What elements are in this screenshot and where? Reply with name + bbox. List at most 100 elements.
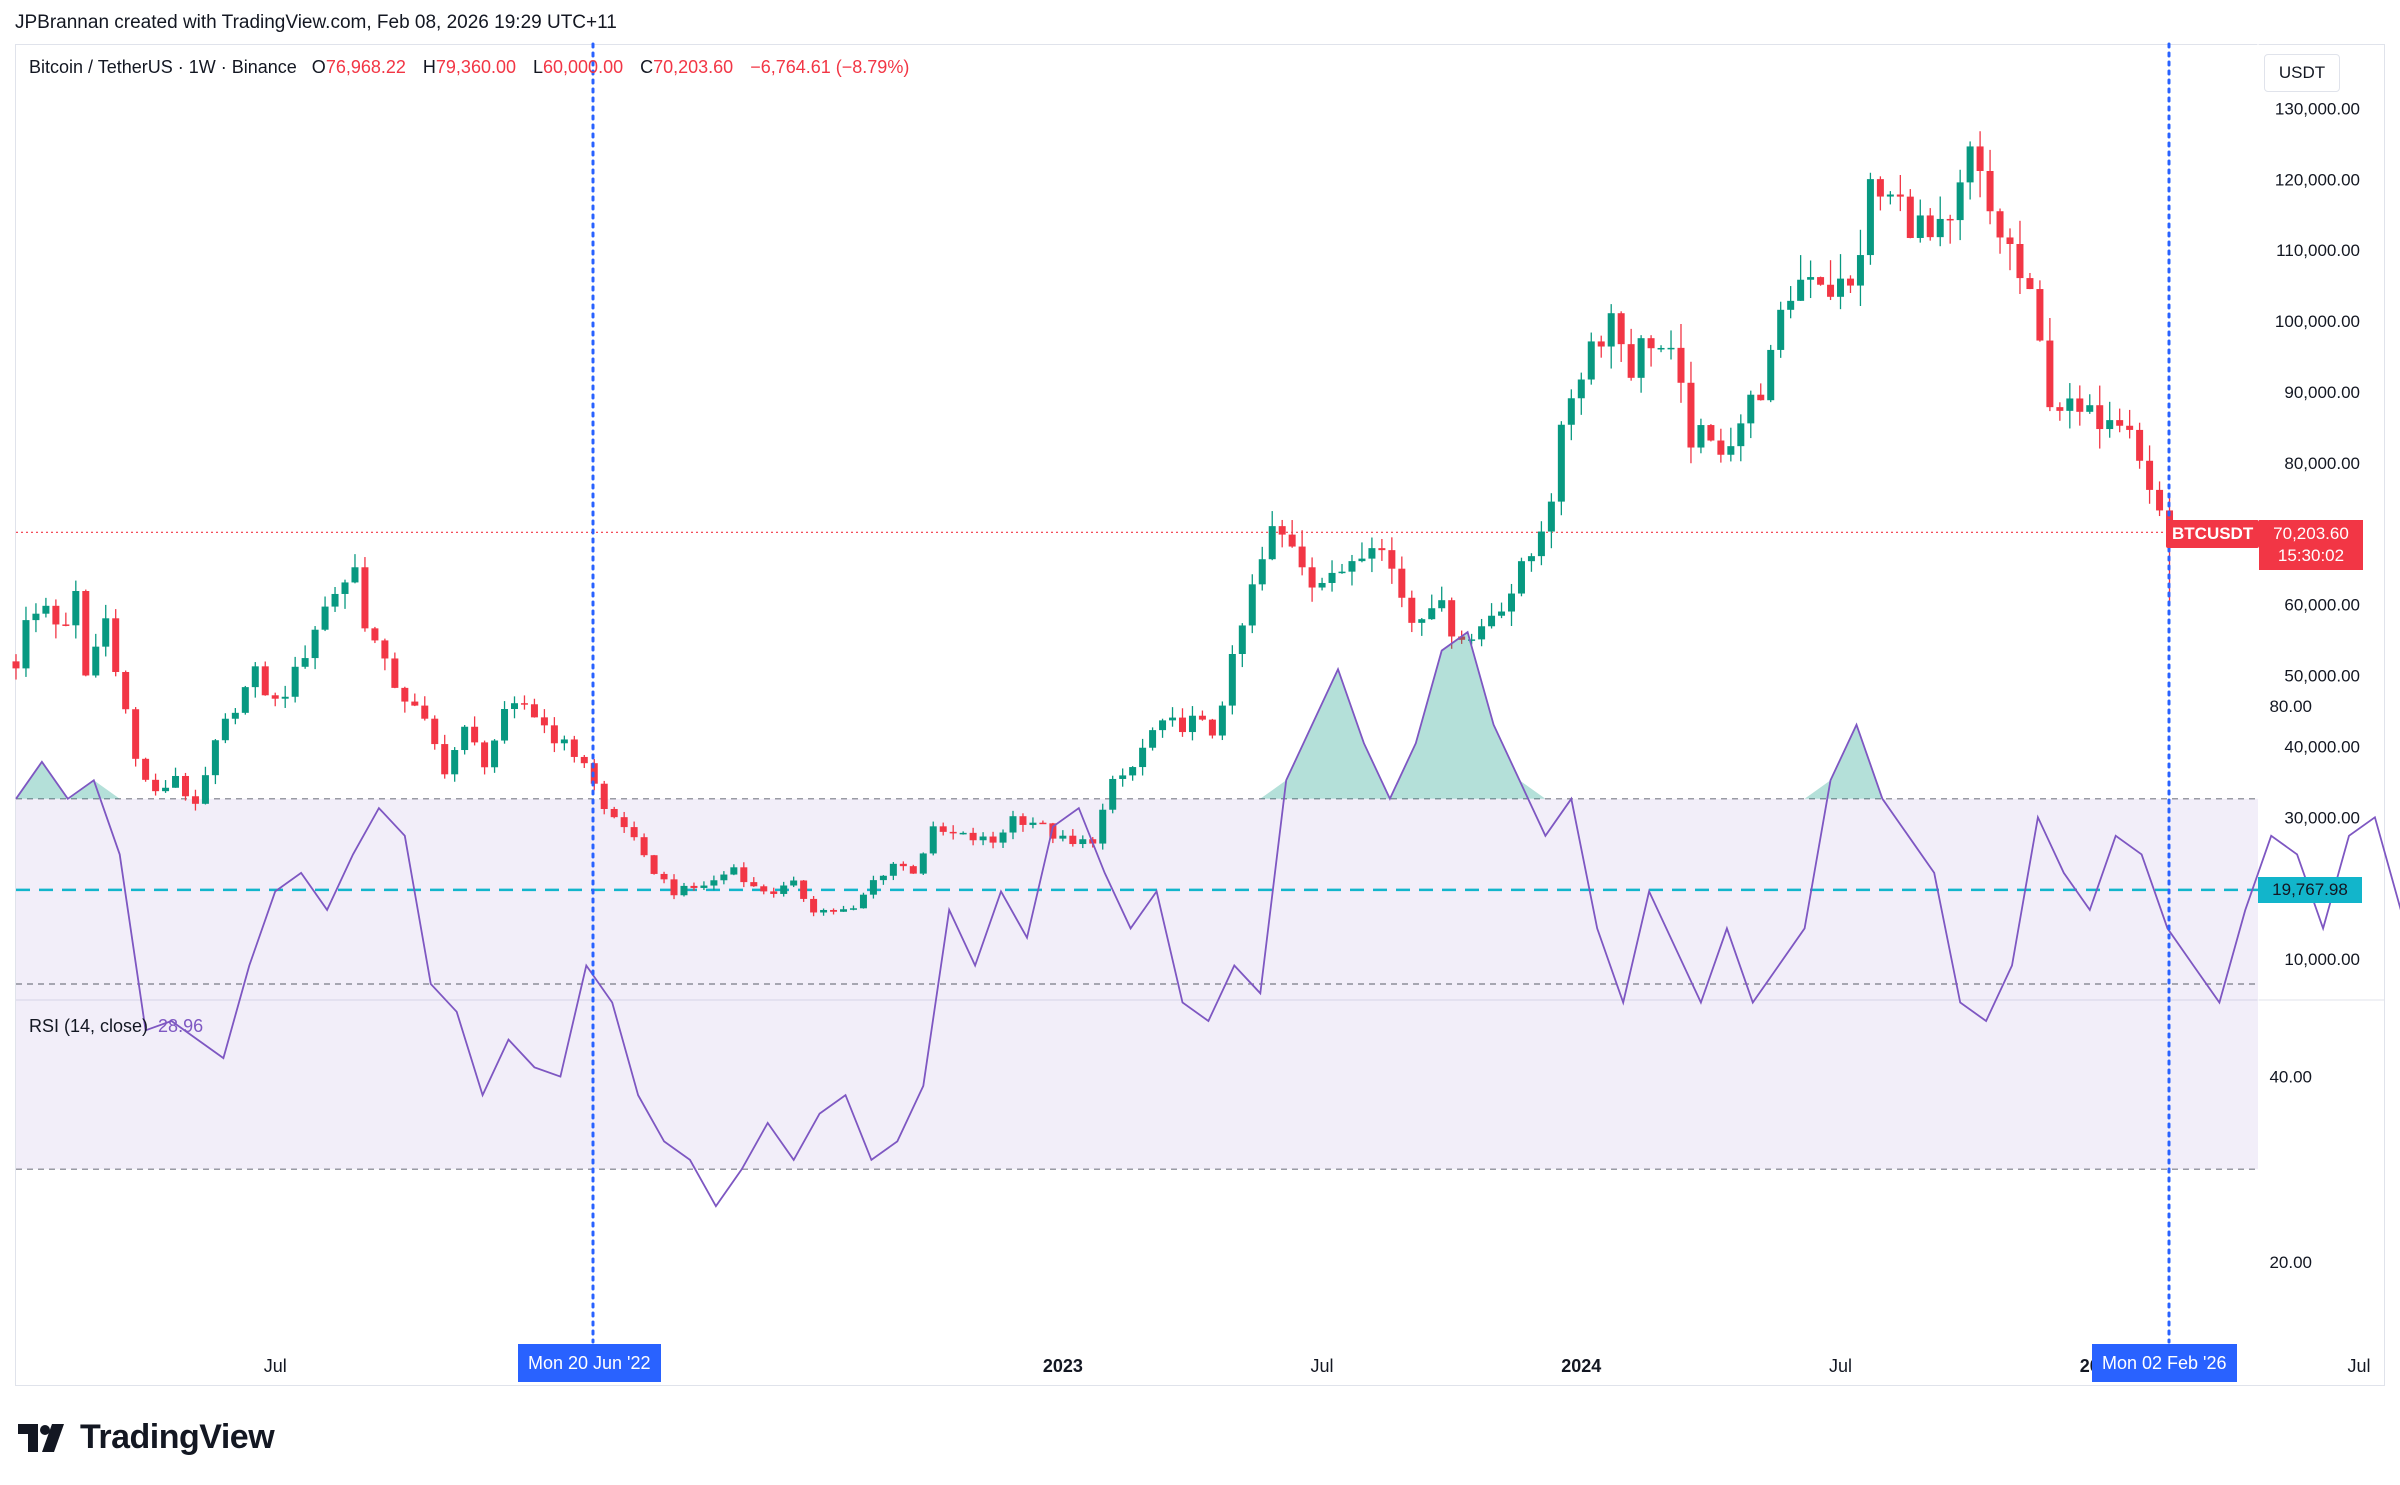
candle-body [211, 740, 219, 776]
candle-body [172, 775, 180, 788]
candle-body [1338, 571, 1346, 574]
candle-body [1837, 278, 1845, 297]
tradingview-logo[interactable]: TradingView [18, 1418, 275, 1457]
candle-body [311, 629, 319, 659]
candle-body [1737, 423, 1745, 447]
candle-body [2026, 278, 2034, 290]
candle-body [152, 779, 160, 792]
candle-body [2076, 398, 2084, 412]
currency-selector[interactable]: USDT [2264, 54, 2340, 92]
candle-body [361, 567, 369, 629]
candle-body [1069, 835, 1077, 845]
candle-body [1009, 816, 1017, 833]
rsi-overbought-fill [1804, 724, 1883, 799]
candle-body [1448, 600, 1456, 637]
candle-body [1866, 179, 1874, 256]
candle-body [1697, 425, 1705, 448]
price-tick-label: 90,000.00 [2284, 383, 2360, 402]
candle-body [1667, 347, 1675, 350]
ticker-badge: BTCUSDT [2166, 520, 2260, 548]
candle-body [1129, 767, 1137, 776]
candle-body [1388, 550, 1396, 569]
rsi-label: RSI (14, close) [29, 1016, 149, 1036]
candle-body [1757, 394, 1765, 401]
candle-body [1258, 559, 1266, 585]
candle-body [730, 867, 738, 875]
candle-body [1208, 719, 1216, 736]
candle-body [939, 826, 947, 832]
candle-body [451, 750, 459, 775]
candle-body [191, 796, 199, 804]
candle-body [132, 709, 140, 759]
candle-body [1328, 572, 1336, 583]
candle-body [112, 618, 120, 672]
candle-body [1797, 279, 1805, 301]
candle-body [1856, 255, 1864, 286]
candle-body [271, 695, 279, 699]
candle-body [740, 867, 748, 883]
candle-body [1687, 382, 1695, 448]
candle-body [1926, 215, 1934, 238]
price-tick-label: 110,000.00 [2276, 241, 2360, 260]
price-tick-label: 100,000.00 [2275, 312, 2360, 331]
candle-body [660, 873, 668, 880]
candle-body [520, 703, 528, 705]
candle-body [1986, 171, 1994, 212]
candle-body [2156, 489, 2164, 511]
candle-body [1169, 717, 1177, 721]
rsi-legend[interactable]: RSI (14, close) 28.96 [29, 1016, 203, 1037]
last-price: 70,203.60 [2273, 524, 2349, 543]
candle-body [1727, 446, 1735, 455]
candle-body [630, 827, 638, 838]
rsi-tick-label: 40.00 [2269, 1068, 2312, 1087]
rsi-band-fill [16, 798, 2258, 1170]
rsi-value: 28.96 [158, 1016, 204, 1036]
candle-body [231, 712, 239, 719]
rsi-overbought-fill [1389, 632, 1546, 799]
candle-body [1149, 730, 1157, 748]
candle-body [1817, 277, 1825, 285]
candle-body [391, 658, 399, 688]
candle-body [1747, 394, 1755, 424]
candle-body [411, 701, 419, 706]
candle-body [1488, 615, 1496, 627]
candle-body [1178, 717, 1186, 733]
candle-body [2086, 405, 2094, 412]
candle-body [580, 756, 588, 764]
candle-body [341, 582, 349, 594]
candle-body [92, 646, 100, 676]
candle-body [1099, 809, 1107, 844]
candle-body [1886, 194, 1894, 197]
candle-body [1966, 146, 1974, 183]
date-badge-feb-26: Mon 02 Feb '26 [2092, 1344, 2237, 1382]
low-label: L [533, 57, 544, 77]
candle-body [1268, 526, 1276, 560]
bar-countdown: 15:30:02 [2277, 546, 2345, 565]
chart-frame [15, 44, 2385, 1386]
candle-body [840, 909, 848, 912]
symbol-title[interactable]: Bitcoin / TetherUS · 1W · Binance [29, 57, 297, 77]
candle-body [2116, 420, 2124, 426]
candle-body [690, 885, 698, 888]
candle-body [481, 742, 489, 768]
candle-body [1537, 531, 1545, 557]
candle-body [331, 593, 339, 607]
candle-body [102, 618, 110, 647]
candle-body [1378, 548, 1386, 551]
price-tick-label: 40,000.00 [2284, 737, 2360, 756]
candle-body [680, 885, 688, 896]
candle-body [1468, 639, 1476, 641]
horizontal-level-label: 19,767.98 [2258, 877, 2362, 903]
candle-body [2036, 289, 2044, 341]
candle-body [879, 875, 887, 881]
candle-body [1657, 347, 1665, 350]
candle-body [291, 666, 299, 697]
candle-body [1617, 313, 1625, 345]
candle-body [301, 658, 309, 667]
candle-body [142, 758, 150, 780]
candle-body [2146, 460, 2154, 490]
candle-body [869, 880, 877, 895]
candle-body [401, 687, 409, 702]
candle-body [1228, 654, 1236, 706]
